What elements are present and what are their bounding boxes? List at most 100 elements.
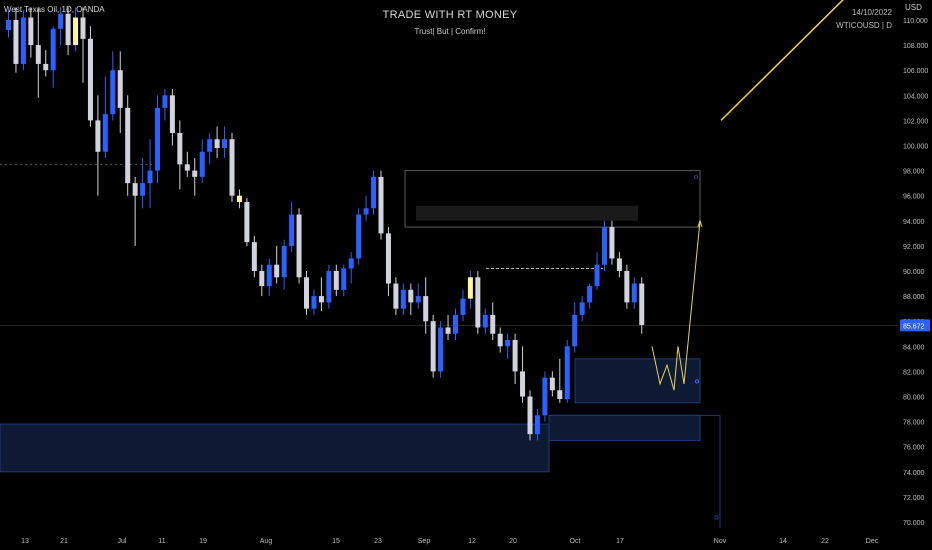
- candle: [281, 239, 287, 290]
- y-tick-label: 102.000: [903, 118, 928, 125]
- candle: [155, 95, 160, 184]
- y-tick-label: 74.000: [903, 470, 925, 477]
- candle-body: [520, 371, 526, 397]
- candle: [557, 358, 563, 403]
- candle-body: [95, 120, 101, 152]
- candle: [467, 271, 473, 309]
- y-tick-label: 80.000: [903, 395, 925, 402]
- candle: [311, 289, 317, 315]
- candle-body: [534, 415, 540, 435]
- candle: [274, 245, 280, 284]
- candle-body: [50, 28, 56, 71]
- candle: [602, 220, 607, 271]
- candle-body: [348, 258, 354, 269]
- candle-body: [296, 214, 302, 278]
- candle-body: [490, 314, 496, 334]
- x-tick-label: 13: [21, 538, 29, 545]
- candle: [73, 7, 79, 52]
- candle: [110, 51, 116, 121]
- candle: [609, 220, 615, 265]
- x-tick-label: 22: [821, 538, 829, 545]
- candle-body: [207, 139, 213, 152]
- candle-body: [631, 283, 637, 303]
- y-tick-label: 90.000: [903, 269, 925, 276]
- candle-body: [251, 242, 257, 271]
- candle: [512, 333, 518, 384]
- candle-body: [266, 264, 272, 287]
- candle: [497, 327, 503, 353]
- candle: [289, 201, 295, 253]
- x-tick-label: 11: [158, 538, 165, 545]
- last-price-badge: [900, 319, 930, 332]
- candle: [50, 26, 56, 88]
- candle-body: [587, 286, 593, 303]
- candle-body: [616, 258, 622, 271]
- candle-body: [132, 183, 138, 196]
- candle-body: [415, 296, 421, 303]
- candle: [408, 283, 414, 315]
- candle-body: [594, 264, 600, 287]
- candle: [229, 132, 235, 202]
- candle: [222, 126, 228, 159]
- candle: [505, 333, 511, 359]
- candle: [214, 126, 220, 159]
- candle-body: [318, 296, 324, 303]
- y-tick-label: 104.000: [903, 93, 928, 100]
- candle: [236, 189, 242, 209]
- candle: [162, 89, 168, 121]
- candle: [132, 176, 138, 246]
- zone-extension-line: [549, 414, 721, 528]
- candle: [393, 277, 399, 315]
- candle: [542, 371, 548, 422]
- price-axis[interactable]: 70.000 72.000 74.000 76.000 78.000 80.000 82.0…: [900, 18, 930, 527]
- candle-body: [385, 233, 391, 284]
- x-tick-label: 23: [374, 538, 382, 545]
- last-price-label: 85.672: [903, 323, 925, 330]
- candle-body: [199, 151, 205, 177]
- candle-body: [393, 283, 399, 309]
- candle-body: [58, 13, 64, 29]
- x-tick-label: Sep: [418, 538, 431, 545]
- x-tick-label: Dec: [866, 538, 879, 545]
- time-axis[interactable]: 13 21 Jul 11 19 Aug 15 23 Sep 12 20 Oct 17 Nov 14 22 Dec: [21, 538, 879, 545]
- candle-body: [609, 227, 615, 259]
- candle-body: [73, 17, 79, 46]
- candle-body: [236, 195, 242, 202]
- candle: [572, 302, 578, 353]
- candle-body: [117, 70, 123, 108]
- candle: [13, 7, 19, 73]
- candle-body: [80, 17, 86, 39]
- x-tick-label: 17: [616, 538, 624, 545]
- candle: [244, 198, 250, 246]
- candle: [102, 76, 108, 159]
- y-tick-label: 98.000: [903, 169, 925, 176]
- candle-body: [311, 296, 317, 309]
- candle: [266, 258, 272, 297]
- candle-body: [371, 176, 377, 209]
- candle-body: [527, 396, 533, 435]
- candle: [140, 158, 146, 209]
- candle-body: [259, 271, 265, 287]
- candle-body: [579, 302, 585, 315]
- candle: [527, 390, 533, 441]
- candle: [333, 264, 339, 297]
- candle: [87, 26, 93, 127]
- candle-body: [341, 268, 347, 290]
- candle-body: [87, 38, 93, 121]
- candle-body: [140, 183, 146, 196]
- candle: [318, 277, 324, 312]
- x-tick-label: 19: [199, 538, 207, 545]
- x-tick-label: 15: [332, 538, 340, 545]
- candle: [28, 7, 34, 58]
- ticker-annotation: WTICOUSD | D: [836, 21, 892, 30]
- candle: [259, 264, 265, 297]
- x-tick-label: Jul: [118, 538, 127, 545]
- candle-body: [147, 170, 153, 184]
- candle-body: [229, 139, 235, 196]
- y-tick-label: 72.000: [903, 495, 925, 502]
- candle: [192, 158, 198, 196]
- candle: [20, 9, 26, 71]
- x-tick-label: 12: [468, 538, 476, 545]
- candle: [125, 95, 131, 196]
